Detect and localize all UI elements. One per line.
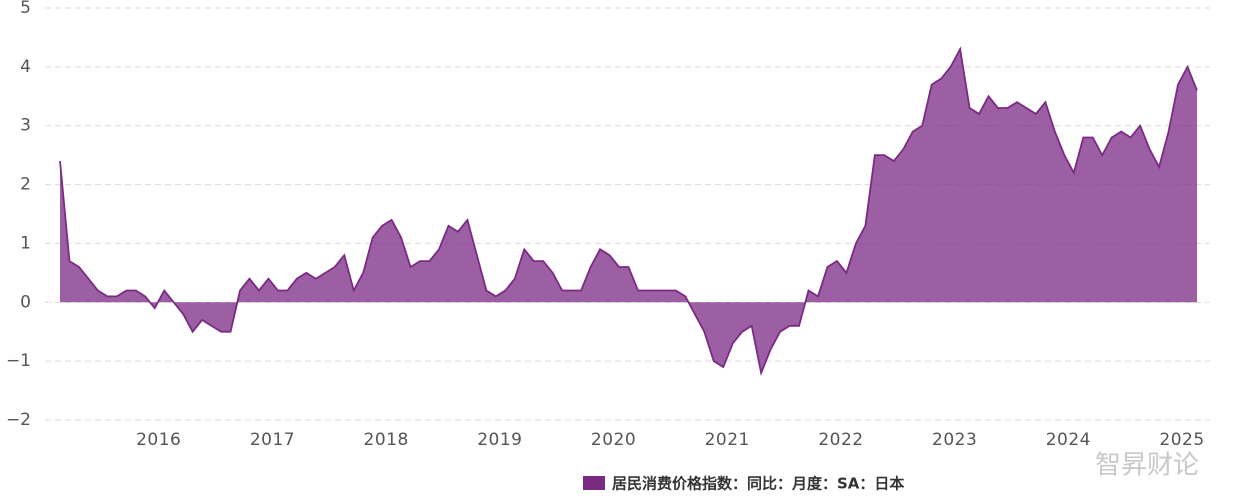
y-tick-label: 2 — [20, 175, 31, 195]
y-tick-label: 1 — [20, 233, 31, 253]
area-line — [59, 46, 1198, 377]
x-tick-label: 2017 — [250, 430, 295, 450]
legend-label: 居民消费价格指数：同比：月度：SA：日本 — [612, 475, 904, 493]
plot: −2 −1 0 1 2 3 4 5 2016 2017 2018 2019 2020 2021 2022 20… — [6, 0, 1210, 493]
y-tick-label: 4 — [20, 57, 31, 77]
y-tick-label: 3 — [20, 116, 31, 136]
x-tick-label: 2025 — [1159, 430, 1204, 450]
y-tick-label: −2 — [6, 410, 31, 430]
x-tick-label: 2024 — [1046, 430, 1091, 450]
y-tick-label: 5 — [20, 0, 31, 18]
y-tick-label: −1 — [6, 351, 31, 371]
x-tick-label: 2023 — [932, 430, 977, 450]
watermark: 智昇财论 — [1095, 451, 1199, 481]
x-tick-label: 2018 — [364, 430, 409, 450]
y-tick-label: 0 — [20, 292, 31, 312]
legend-swatch — [583, 476, 605, 490]
x-tick-label: 2020 — [591, 430, 636, 450]
area — [60, 49, 1197, 373]
x-tick-label: 2019 — [477, 430, 522, 450]
x-tick-label: 2021 — [705, 430, 750, 450]
x-tick-label: 2016 — [136, 430, 181, 450]
x-tick-label: 2022 — [818, 430, 863, 450]
